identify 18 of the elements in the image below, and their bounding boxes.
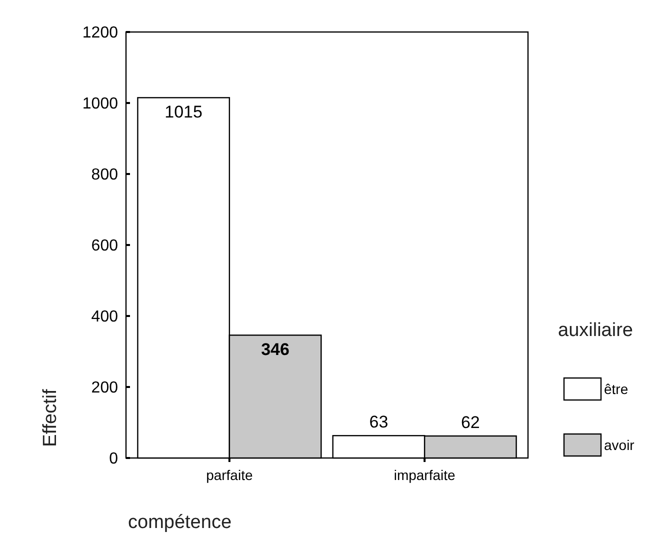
y-tick-label: 400 [91, 308, 118, 326]
x-tick-label: imparfaite [394, 467, 456, 483]
y-axis-title: Effectif [40, 388, 61, 447]
y-tick-label: 0 [109, 450, 118, 468]
y-tick-label: 1200 [82, 24, 118, 42]
legend-title: auxiliaire [558, 320, 633, 341]
y-tick-label: 200 [91, 380, 118, 397]
data-label: 63 [369, 412, 388, 432]
y-tick-label: 1000 [82, 96, 118, 113]
y-tick-label: 800 [91, 166, 118, 184]
data-label: 1015 [164, 102, 202, 122]
data-label: 62 [460, 412, 480, 432]
y-tick-label: 600 [91, 238, 118, 255]
legend-label: avoir [604, 436, 635, 453]
data-label: 346 [261, 340, 290, 360]
x-tick-label: parfaite [206, 467, 253, 483]
legend-label: être [604, 380, 628, 397]
x-axis-title: compétence [128, 512, 232, 533]
